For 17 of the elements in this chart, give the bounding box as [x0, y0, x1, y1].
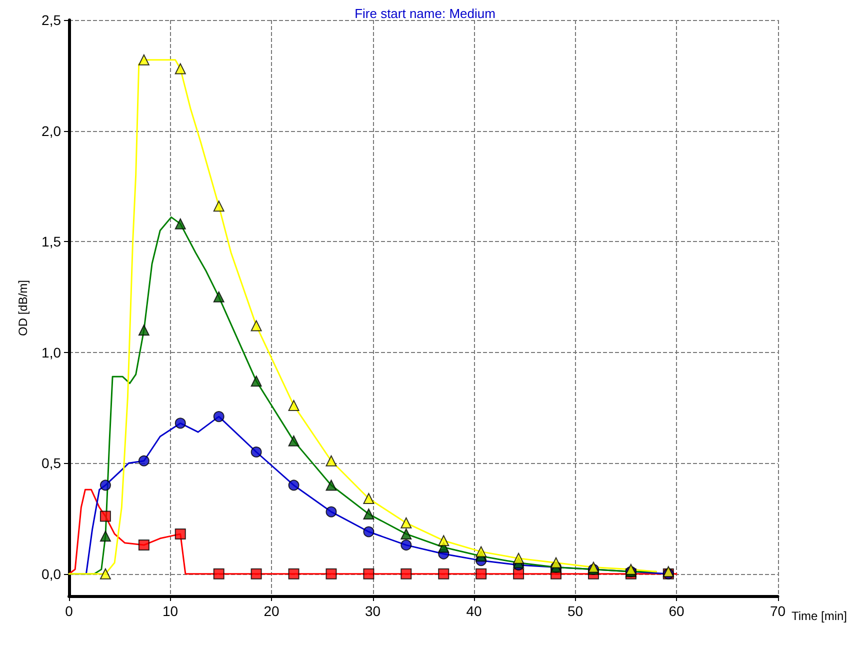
x-tick-label: 50	[567, 603, 584, 619]
y-tick-label: 1,0	[42, 344, 62, 360]
x-tick-label: 70	[770, 603, 786, 619]
x-tick-label: 10	[162, 603, 178, 619]
x-tick-label: 40	[466, 603, 482, 619]
y-tick-label: 0,5	[42, 455, 62, 472]
x-tick-label: 0	[65, 603, 74, 619]
y-axis-title: OD [dB/m]	[16, 280, 30, 336]
chart-title: Fire start name: Medium	[354, 6, 496, 21]
x-axis-title: Time [min]	[791, 609, 847, 623]
x-tick-label: 60	[668, 603, 684, 619]
x-tick-label: 20	[264, 603, 280, 619]
y-tick-label: 2,5	[42, 12, 62, 28]
y-tick-label: 0,0	[42, 566, 62, 582]
y-tick-label: 2,0	[42, 122, 62, 139]
x-tick-label: 30	[364, 603, 381, 619]
y-tick-label: 1,5	[42, 234, 62, 250]
